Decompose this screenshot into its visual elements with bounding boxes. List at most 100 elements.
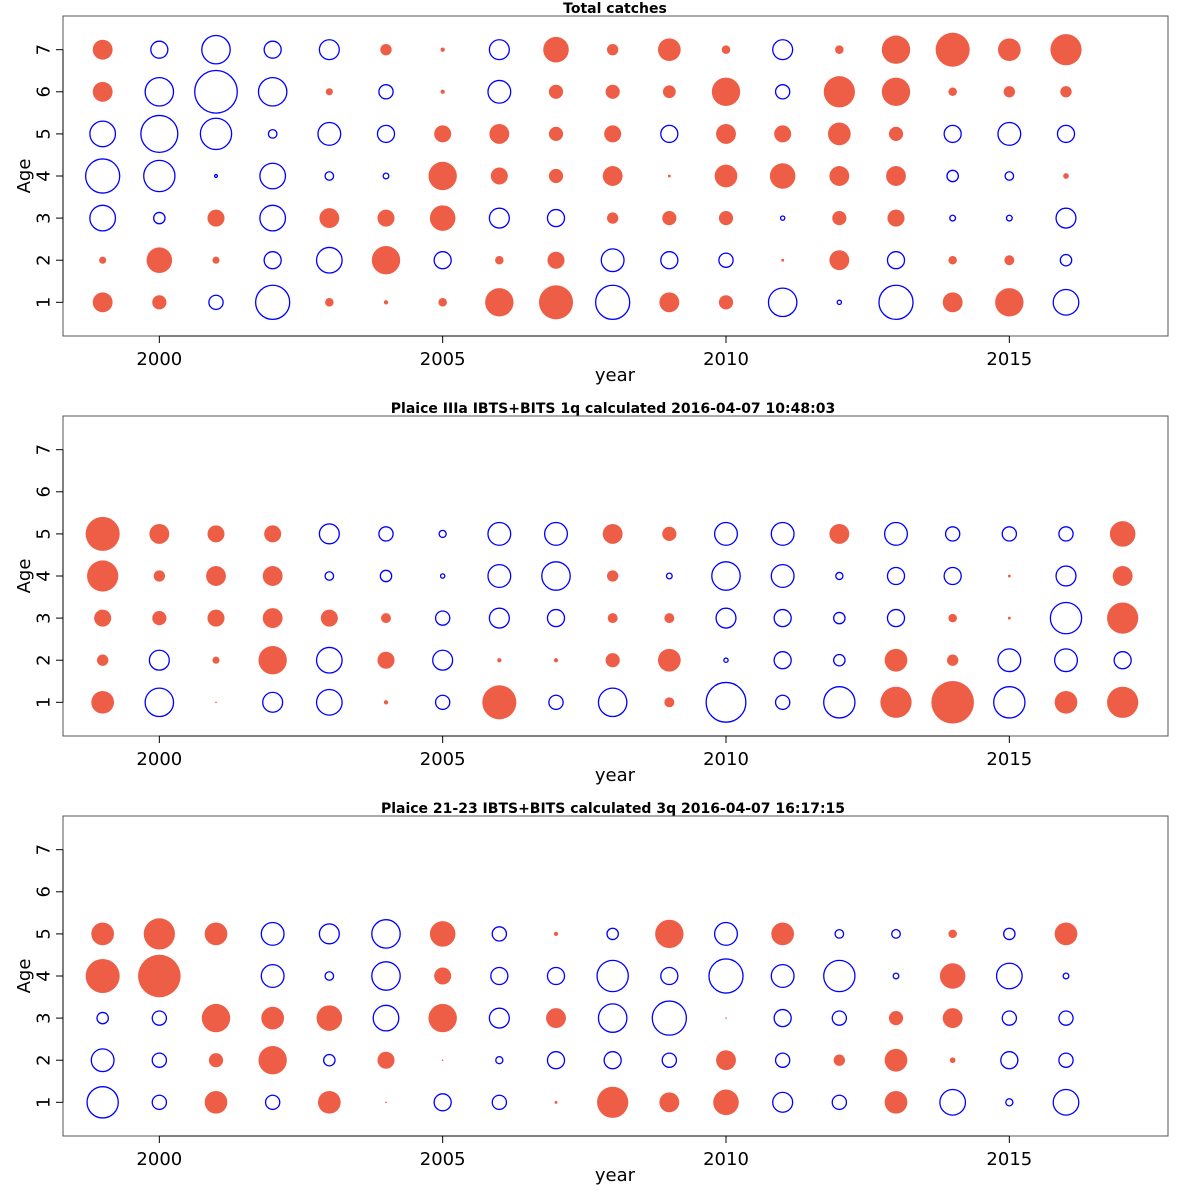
x-tick-label: 2005 <box>420 749 466 770</box>
bubble-positive <box>602 523 623 544</box>
bubble-negative <box>997 121 1022 146</box>
bubble-positive <box>538 285 574 320</box>
bubble-positive <box>138 954 181 998</box>
bubble-positive <box>482 685 517 720</box>
bubble-negative <box>548 694 564 711</box>
bubble-negative <box>834 928 845 939</box>
y-tick-label: 1 <box>34 297 55 308</box>
bubble-positive <box>440 47 445 52</box>
bubble-positive <box>1054 922 1078 946</box>
bubble-negative <box>144 687 175 718</box>
bubble-negative <box>705 681 747 723</box>
bubble-positive <box>548 84 564 99</box>
bubble-negative <box>438 529 447 539</box>
bubble-positive <box>385 1101 387 1104</box>
bubble-positive <box>1060 86 1072 98</box>
bubble-positive <box>553 658 559 663</box>
bubble-negative <box>153 211 166 225</box>
bubble-positive <box>215 701 217 704</box>
bubble-negative <box>546 966 566 986</box>
bubble-positive <box>85 958 120 994</box>
y-axis: 1 2 3 4 5 6 7 <box>34 844 64 1108</box>
bubble-positive <box>997 38 1021 62</box>
bubble-positive <box>1007 616 1011 620</box>
bubble-negative <box>318 39 340 61</box>
bubble-negative <box>773 608 792 628</box>
bubble-negative <box>833 653 846 667</box>
bubble-negative <box>434 694 451 711</box>
bubble-negative <box>546 1051 566 1070</box>
bubble-negative <box>490 966 509 986</box>
bubble-negative <box>263 40 282 59</box>
bubble-positive <box>835 45 844 54</box>
bubble-negative <box>773 651 792 670</box>
bubble-negative <box>606 927 619 941</box>
y-axis: 1 2 3 4 5 6 7 <box>34 44 64 308</box>
bubble-positive <box>602 166 623 186</box>
bubble-positive <box>1003 86 1016 98</box>
bubble-negative <box>543 521 569 546</box>
y-tick-label: 3 <box>34 212 55 223</box>
bubble-positive <box>948 929 957 939</box>
bubble-negative <box>651 1000 688 1036</box>
bubble-negative <box>831 1010 848 1026</box>
y-tick-label: 4 <box>34 570 55 581</box>
bubble-positive <box>1054 690 1078 714</box>
bubble-negative <box>315 688 343 716</box>
bubble-positive <box>887 209 905 227</box>
bubble-negative <box>315 246 343 274</box>
chart-title: Plaice IIIa IBTS+BITS 1q calculated 2016… <box>391 401 835 417</box>
bubble-positive <box>662 211 677 226</box>
bubble-negative <box>661 1052 678 1068</box>
bubble-negative <box>488 207 510 229</box>
bubble-negative <box>1052 1088 1080 1116</box>
bubble-negative <box>944 526 961 542</box>
bubble-negative <box>660 966 679 986</box>
bubble-negative <box>150 40 169 59</box>
bubble-positive <box>261 1006 285 1030</box>
bubble-positive <box>258 646 287 675</box>
bubble-positive <box>212 656 220 664</box>
bubble-negative <box>1000 1051 1019 1070</box>
bubble-negative <box>779 215 786 221</box>
bubble-positive <box>377 651 395 669</box>
bubble-positive <box>662 85 676 99</box>
bubble-negative <box>833 611 846 625</box>
bubble-negative <box>324 571 335 581</box>
y-tick-label: 6 <box>34 486 55 497</box>
bubble-positive <box>946 654 959 666</box>
bubble-negative <box>144 76 175 107</box>
bubble-positive <box>434 125 452 143</box>
bubble-negative <box>324 171 335 181</box>
bubble-negative <box>89 204 117 232</box>
bubble-positive <box>554 1100 558 1104</box>
bubble-positive <box>434 967 452 985</box>
bubble-positive <box>1112 566 1133 586</box>
bubble-negative <box>495 1056 504 1065</box>
x-axis: 2000 2005 2010 2015 <box>136 1135 1032 1170</box>
bubble-positive <box>264 525 282 543</box>
bubble-positive <box>597 1086 629 1118</box>
bubble-positive <box>605 653 620 668</box>
bubble-negative <box>891 928 901 939</box>
bubble-negative <box>546 608 566 628</box>
bubble-positive <box>152 295 167 310</box>
bubble-positive <box>721 45 731 54</box>
bubble-positive <box>548 168 564 184</box>
bubble-negative <box>491 1094 508 1111</box>
bubble-negative <box>1055 565 1077 587</box>
bubble-positive <box>949 1057 956 1064</box>
bubble-positive <box>91 690 115 714</box>
bubble-positive <box>1004 255 1015 266</box>
bubble-positive <box>880 686 912 718</box>
bubble-positive <box>428 1003 457 1033</box>
bubble-positive <box>829 250 850 271</box>
bubble-positive <box>495 255 504 265</box>
bubble-negative <box>89 120 117 148</box>
bubble-negative <box>151 1094 168 1111</box>
bubble-positive <box>713 1089 739 1116</box>
bubble-negative <box>597 1003 628 1033</box>
bubble-negative <box>90 1048 115 1073</box>
bubble-positive <box>543 36 569 63</box>
